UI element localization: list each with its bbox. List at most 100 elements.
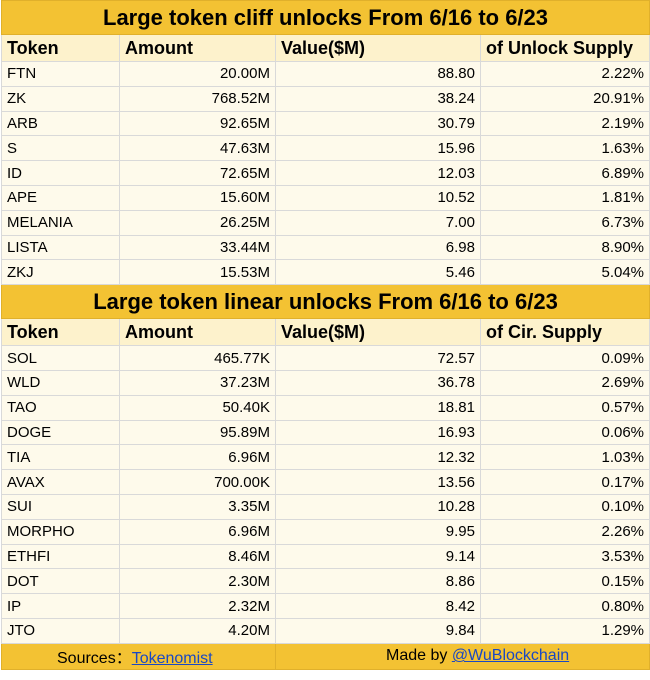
value-cell: 18.81 (275, 394, 481, 421)
token-cell: SUI (1, 493, 120, 520)
token-cell: SOL (1, 345, 120, 371)
token-cell: LISTA (1, 234, 120, 261)
token-cell: ARB (1, 110, 120, 137)
cliff-header-row: Token Amount Value($M) of Unlock Supply (1, 34, 650, 62)
column-header-token: Token (1, 318, 120, 347)
linear-table-row: IP 2.32M 8.42 0.80% (1, 593, 650, 619)
value-cell: 9.14 (275, 543, 481, 570)
column-header-value: Value($M) (275, 34, 481, 62)
made-by-label: Made by (386, 647, 452, 665)
tokenomist-link[interactable]: Tokenomist (131, 650, 213, 668)
token-cell: IP (1, 593, 120, 619)
supply-cell: 0.06% (479, 419, 650, 446)
token-cell: ZK (1, 85, 120, 112)
supply-cell: 2.69% (479, 369, 650, 396)
made-by-cell: Made by @WuBlockchain (274, 642, 650, 670)
supply-cell: 0.80% (479, 593, 650, 619)
supply-cell: 0.17% (479, 469, 650, 495)
column-header-token: Token (1, 34, 120, 62)
token-cell: TIA (1, 444, 120, 471)
supply-cell: 8.90% (479, 234, 650, 261)
supply-cell: 0.15% (479, 568, 650, 595)
amount-cell: 6.96M (119, 444, 276, 471)
token-cell: APE (1, 184, 120, 211)
token-cell: S (1, 135, 120, 162)
linear-table-row: MORPHO 6.96M 9.95 2.26% (1, 518, 650, 545)
supply-cell: 1.81% (479, 184, 650, 211)
token-cell: ID (1, 160, 120, 186)
column-header-amount: Amount (119, 34, 276, 62)
supply-cell: 2.26% (479, 518, 650, 545)
linear-table-row: SOL 465.77K 72.57 0.09% (1, 345, 650, 371)
amount-cell: 15.60M (119, 184, 276, 211)
cliff-title-row: Large token cliff unlocks From 6/16 to 6… (0, 0, 650, 35)
sources-label: Sources： (57, 650, 132, 668)
amount-cell: 8.46M (119, 543, 276, 570)
token-cell: MORPHO (1, 518, 120, 545)
linear-header-row: Token Amount Value($M) of Cir. Supply (1, 318, 650, 347)
value-cell: 8.86 (275, 568, 481, 595)
linear-table-row: AVAX 700.00K 13.56 0.17% (1, 469, 650, 495)
footer-row: Sources：Tokenomist Made by @WuBlockchain (1, 642, 650, 670)
linear-table-row: WLD 37.23M 36.78 2.69% (1, 369, 650, 396)
token-cell: MELANIA (1, 209, 120, 236)
amount-cell: 72.65M (119, 160, 276, 186)
value-cell: 36.78 (275, 369, 481, 396)
wublockchain-link[interactable]: @WuBlockchain (451, 647, 570, 665)
sources-cell: Sources：Tokenomist (1, 642, 276, 670)
linear-table-row: SUI 3.35M 10.28 0.10% (1, 493, 650, 520)
supply-cell: 0.09% (479, 345, 650, 371)
value-cell: 10.52 (275, 184, 481, 211)
cliff-table-row: ARB 92.65M 30.79 2.19% (1, 110, 650, 137)
cliff-table-row: S 47.63M 15.96 1.63% (1, 135, 650, 162)
supply-cell: 1.03% (479, 444, 650, 471)
token-cell: AVAX (1, 469, 120, 495)
value-cell: 6.98 (275, 234, 481, 261)
linear-title: Large token linear unlocks From 6/16 to … (0, 284, 650, 320)
amount-cell: 92.65M (119, 110, 276, 137)
amount-cell: 50.40K (119, 394, 276, 421)
cliff-table-row: ZK 768.52M 38.24 20.91% (1, 85, 650, 112)
value-cell: 72.57 (275, 345, 481, 371)
token-cell: JTO (1, 617, 120, 644)
column-header-amount: Amount (119, 318, 276, 347)
amount-cell: 47.63M (119, 135, 276, 162)
supply-cell: 1.63% (479, 135, 650, 162)
amount-cell: 465.77K (119, 345, 276, 371)
supply-cell: 0.57% (479, 394, 650, 421)
supply-cell: 6.89% (479, 160, 650, 186)
amount-cell: 26.25M (119, 209, 276, 236)
value-cell: 13.56 (275, 469, 481, 495)
value-cell: 15.96 (275, 135, 481, 162)
supply-cell: 5.04% (479, 259, 650, 286)
value-cell: 38.24 (275, 85, 481, 112)
supply-cell: 2.19% (479, 110, 650, 137)
linear-table-row: TIA 6.96M 12.32 1.03% (1, 444, 650, 471)
column-header-supply: of Cir. Supply (479, 318, 650, 347)
value-cell: 5.46 (275, 259, 481, 286)
linear-table-row: DOGE 95.89M 16.93 0.06% (1, 419, 650, 446)
value-cell: 16.93 (275, 419, 481, 446)
cliff-title: Large token cliff unlocks From 6/16 to 6… (0, 0, 650, 35)
linear-table-row: ETHFI 8.46M 9.14 3.53% (1, 543, 650, 570)
token-cell: FTN (1, 61, 120, 87)
value-cell: 9.95 (275, 518, 481, 545)
amount-cell: 20.00M (119, 61, 276, 87)
token-cell: DOGE (1, 419, 120, 446)
token-cell: ZKJ (1, 259, 120, 286)
cliff-table-row: ID 72.65M 12.03 6.89% (1, 160, 650, 186)
amount-cell: 768.52M (119, 85, 276, 112)
cliff-table-row: LISTA 33.44M 6.98 8.90% (1, 234, 650, 261)
value-cell: 7.00 (275, 209, 481, 236)
linear-table-row: TAO 50.40K 18.81 0.57% (1, 394, 650, 421)
amount-cell: 2.32M (119, 593, 276, 619)
token-cell: ETHFI (1, 543, 120, 570)
value-cell: 8.42 (275, 593, 481, 619)
supply-cell: 0.10% (479, 493, 650, 520)
amount-cell: 3.35M (119, 493, 276, 520)
cliff-table-row: APE 15.60M 10.52 1.81% (1, 184, 650, 211)
linear-table-row: JTO 4.20M 9.84 1.29% (1, 617, 650, 644)
